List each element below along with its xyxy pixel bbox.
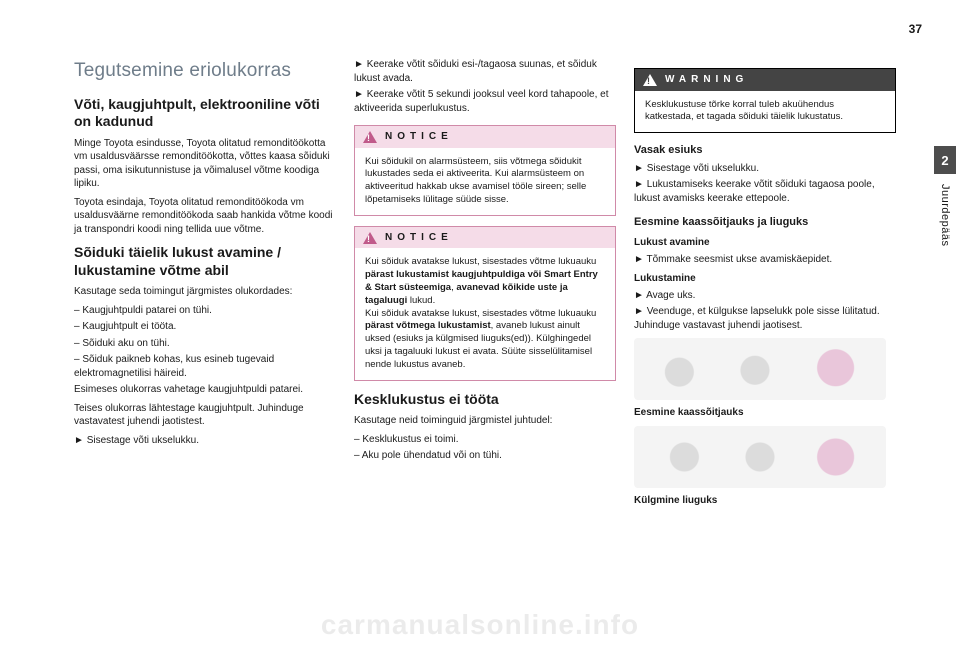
- watermark: carmanualsonline.info: [0, 609, 960, 641]
- section-label-vertical: Juurdepääs: [939, 184, 951, 247]
- content-columns: Tegutsemine eriolukorras Võti, kaugjuhtp…: [74, 58, 926, 510]
- paragraph: Teises olukorras lähtestage kaugjuhtpult…: [74, 402, 336, 429]
- section-number-box: 2: [934, 146, 956, 174]
- notice-box-2: NOTICE Kui sõiduk avatakse lukust, sises…: [354, 226, 616, 381]
- notice-header: NOTICE: [355, 227, 615, 249]
- notice-box-1: NOTICE Kui sõidukil on alarmsüsteem, sii…: [354, 125, 616, 216]
- column-1: Tegutsemine eriolukorras Võti, kaugjuhtp…: [74, 58, 336, 510]
- notice-body: Kui sõiduk avatakse lukust, sisestades v…: [355, 248, 615, 379]
- step-item: Keerake võtit 5 sekundi jooksul veel kor…: [354, 88, 616, 115]
- warning-triangle-icon: [363, 131, 377, 143]
- notice-header: NOTICE: [355, 126, 615, 148]
- list-item: Sõiduki aku on tühi.: [74, 337, 336, 351]
- column-2: Keerake võtit sõiduki esi-/tagaosa suuna…: [354, 58, 616, 510]
- paragraph: Esimeses olukorras vahetage kaugjuhtpuld…: [74, 383, 336, 397]
- heading-2-central-lock: Kesklukustus ei tööta: [354, 391, 616, 409]
- step-item: Veenduge, et külgukse lapselukk pole sis…: [634, 305, 896, 332]
- caption-passenger-door: Eesmine kaassõitjauks: [634, 406, 896, 420]
- step-item: Sisestage võti ukselukku.: [634, 162, 896, 176]
- warning-body: Kesklukustuse tõrke korral tuleb akuühen…: [635, 91, 895, 133]
- step-item: Lukustamiseks keerake võtit sõiduki taga…: [634, 178, 896, 205]
- list-item: Kaugjuhtpuldi patarei on tühi.: [74, 304, 336, 318]
- illustration-sliding-door: [634, 426, 886, 488]
- heading-3-left-door: Vasak esiuks: [634, 143, 896, 158]
- notice-title: NOTICE: [385, 231, 453, 245]
- list-item: Sõiduk paikneb kohas, kus esineb tugevai…: [74, 353, 336, 380]
- heading-1: Tegutsemine eriolukorras: [74, 58, 336, 84]
- step-item: Avage uks.: [634, 289, 896, 303]
- notice-title: NOTICE: [385, 130, 453, 144]
- list-item: Kaugjuhtpult ei tööta.: [74, 320, 336, 334]
- heading-2-lost-key: Võti, kaugjuhtpult, elektrooniline võti …: [74, 96, 336, 131]
- page-number: 37: [909, 22, 922, 36]
- side-tab: 2 Juurdepääs: [930, 146, 960, 247]
- heading-4-lock: Lukustamine: [634, 272, 896, 286]
- caption-sliding-door: Külgmine liuguks: [634, 494, 896, 508]
- heading-2-unlock-key: Sõiduki täielik lukust avamine / lukusta…: [74, 244, 336, 279]
- step-item: Tõmmake seesmist ukse avamiskäepidet.: [634, 253, 896, 267]
- list-item: Kesklukustus ei toimi.: [354, 433, 616, 447]
- paragraph: Toyota esindaja, Toyota olitatud remondi…: [74, 196, 336, 237]
- page: 37 2 Juurdepääs Tegutsemine eriolukorras…: [0, 0, 960, 649]
- warning-title: WARNING: [665, 73, 748, 87]
- warning-box: WARNING Kesklukustuse tõrke korral tuleb…: [634, 68, 896, 133]
- warning-header: WARNING: [635, 69, 895, 91]
- warning-triangle-icon: [643, 74, 657, 86]
- illustration-passenger-door: [634, 338, 886, 400]
- heading-4-unlock: Lukust avamine: [634, 236, 896, 250]
- column-3: WARNING Kesklukustuse tõrke korral tuleb…: [634, 58, 896, 510]
- paragraph: Kasutage neid toiminguid järgmistel juht…: [354, 414, 616, 428]
- paragraph: Minge Toyota esindusse, Toyota olitatud …: [74, 137, 336, 191]
- warning-triangle-icon: [363, 232, 377, 244]
- heading-3-passenger-door: Eesmine kaassõitjauks ja liuguks: [634, 215, 896, 230]
- list-item: Aku pole ühendatud või on tühi.: [354, 449, 616, 463]
- step-item: Keerake võtit sõiduki esi-/tagaosa suuna…: [354, 58, 616, 85]
- paragraph: Kasutage seda toimingut järgmistes oluko…: [74, 285, 336, 299]
- step-item: Sisestage võti ukselukku.: [74, 434, 336, 448]
- notice-body: Kui sõidukil on alarmsüsteem, siis võtme…: [355, 148, 615, 215]
